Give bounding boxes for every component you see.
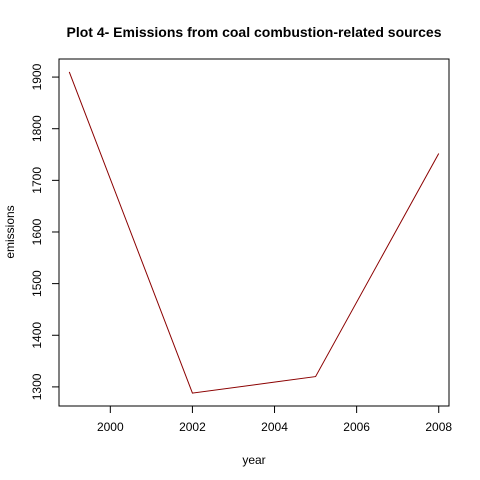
y-axis: 1300 1400 1500 1600 1700 1800 1900 [30, 63, 59, 400]
series-line [68, 71, 440, 394]
plot-box [58, 58, 450, 407]
y-tick-label: 1300 [30, 373, 44, 400]
x-tick-label: 2000 [97, 420, 124, 434]
x-tick-label: 2004 [261, 420, 288, 434]
y-tick-label: 1500 [30, 270, 44, 297]
y-tick-label: 1400 [30, 322, 44, 349]
chart-title: Plot 4- Emissions from coal combustion-r… [67, 24, 442, 40]
y-tick-label: 1600 [30, 218, 44, 245]
x-axis-label: year [242, 453, 265, 467]
x-tick-label: 2008 [425, 420, 452, 434]
series-layer [68, 71, 440, 394]
y-tick-label: 1900 [30, 63, 44, 90]
y-axis-label: emissions [3, 205, 17, 258]
x-axis: 2000 2002 2004 2006 2008 [97, 406, 452, 434]
x-tick-label: 2006 [343, 420, 370, 434]
y-tick-label: 1800 [30, 115, 44, 142]
y-tick-label: 1700 [30, 167, 44, 194]
x-tick-label: 2002 [179, 420, 206, 434]
